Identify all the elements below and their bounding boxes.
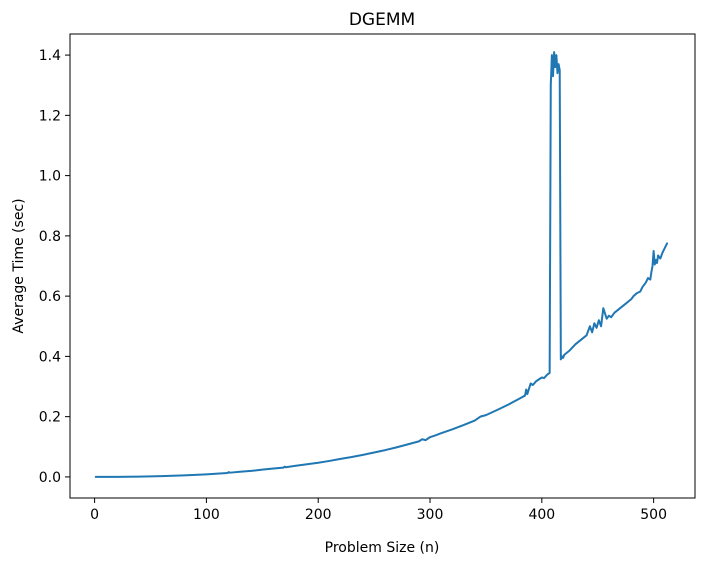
y-tick-label: 1.4 bbox=[39, 48, 61, 64]
y-tick-label: 1.0 bbox=[39, 169, 61, 185]
series-line-0 bbox=[94, 51, 669, 478]
y-tick-label: 0.4 bbox=[39, 349, 61, 365]
y-tick-label: 0.2 bbox=[39, 410, 61, 426]
x-tick-label: 300 bbox=[417, 507, 444, 523]
plot-frame bbox=[69, 33, 696, 499]
y-tick-label: 0.6 bbox=[39, 289, 61, 305]
y-tick-label: 0.0 bbox=[39, 470, 61, 486]
x-tick-label: 500 bbox=[640, 507, 667, 523]
x-tick-label: 400 bbox=[528, 507, 555, 523]
plot-area: 0 100 200 300 400 500 0.0 0.2 0.4 0.6 0.8 1.0 1.2 1.4 bbox=[39, 33, 696, 523]
x-tick-label: 100 bbox=[193, 507, 220, 523]
y-axis-label: Average Time (sec) bbox=[11, 198, 27, 333]
x-axis-label: Problem Size (n) bbox=[325, 540, 440, 556]
x-tick-label: 200 bbox=[305, 507, 332, 523]
y-tick-label: 1.2 bbox=[39, 108, 61, 124]
y-tick-label: 0.8 bbox=[39, 229, 61, 245]
x-tick-label: 0 bbox=[90, 507, 99, 523]
chart-title: DGEMM bbox=[349, 10, 415, 30]
